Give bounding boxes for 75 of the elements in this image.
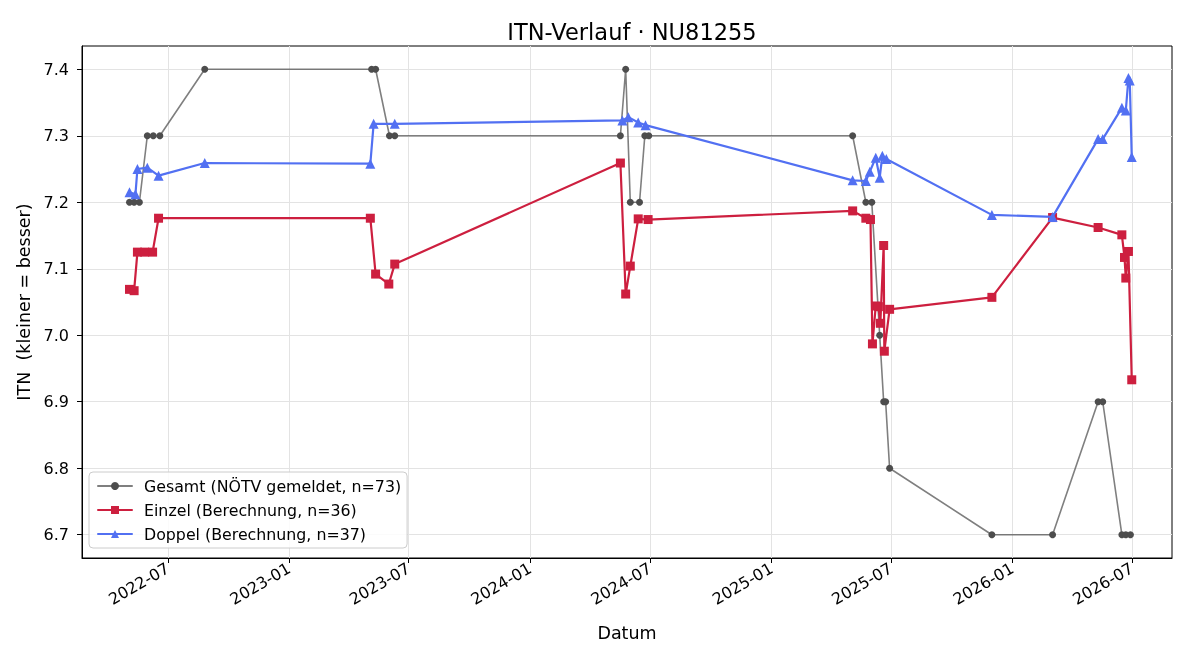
y-tick-label: 7.0 (43, 325, 69, 345)
point (867, 339, 877, 349)
y-tick-label: 6.7 (43, 525, 69, 545)
point (389, 118, 400, 129)
point (640, 120, 651, 131)
point (372, 65, 380, 73)
point (881, 154, 892, 165)
point (1093, 223, 1103, 233)
point (643, 215, 653, 225)
point (886, 464, 894, 472)
point (623, 112, 634, 123)
point (615, 158, 625, 168)
point (156, 132, 164, 140)
point (391, 132, 399, 140)
point (371, 269, 381, 279)
point (154, 213, 164, 223)
point (1127, 375, 1137, 385)
point (148, 247, 158, 257)
y-tick-label: 7.3 (43, 126, 69, 146)
y-tick-label: 7.2 (43, 192, 69, 212)
point (365, 213, 375, 223)
point (864, 166, 875, 177)
legend-label: Einzel (Berechnung, n=36) (144, 500, 357, 520)
point (365, 158, 376, 169)
point (129, 286, 139, 296)
point (876, 331, 884, 339)
point (622, 65, 630, 73)
y-tick-label: 7.1 (43, 259, 69, 279)
y-tick-label: 6.9 (43, 392, 69, 412)
point (130, 189, 141, 200)
point (625, 261, 635, 271)
point (616, 132, 624, 140)
point (847, 175, 858, 186)
point (633, 214, 643, 224)
point (849, 132, 857, 140)
x-axis-title: Datum (597, 623, 657, 643)
point (368, 118, 379, 129)
point (865, 215, 875, 225)
point (1117, 230, 1127, 240)
point (1123, 246, 1133, 256)
point (879, 346, 889, 356)
point (875, 318, 885, 328)
point (143, 132, 151, 140)
point (142, 162, 153, 173)
point (860, 175, 871, 186)
point (132, 164, 143, 175)
legend-label: Gesamt (NÖTV gemeldet, n=73) (144, 476, 402, 496)
point (153, 170, 164, 181)
point (390, 259, 400, 269)
y-tick-label: 7.4 (43, 59, 69, 79)
point (1126, 152, 1137, 163)
point (201, 65, 209, 73)
point (621, 289, 631, 299)
point (868, 198, 876, 206)
point (848, 206, 858, 216)
chart-title: ITN-Verlauf · NU81255 (507, 18, 757, 45)
point (199, 158, 210, 169)
point (384, 279, 394, 289)
point (1099, 398, 1107, 406)
point (1049, 531, 1057, 539)
point (986, 209, 997, 220)
point (636, 198, 644, 206)
point (1121, 273, 1131, 283)
point (645, 132, 653, 140)
point (135, 198, 143, 206)
point (870, 152, 881, 163)
point (885, 304, 895, 314)
point (988, 531, 996, 539)
legend-label: Doppel (Berechnung, n=37) (144, 524, 366, 544)
y-tick-label: 6.8 (43, 458, 69, 478)
point (879, 240, 889, 250)
point (626, 198, 634, 206)
point (149, 132, 157, 140)
y-axis-title: ITN (kleiner = besser) (13, 203, 34, 401)
point (987, 292, 997, 302)
